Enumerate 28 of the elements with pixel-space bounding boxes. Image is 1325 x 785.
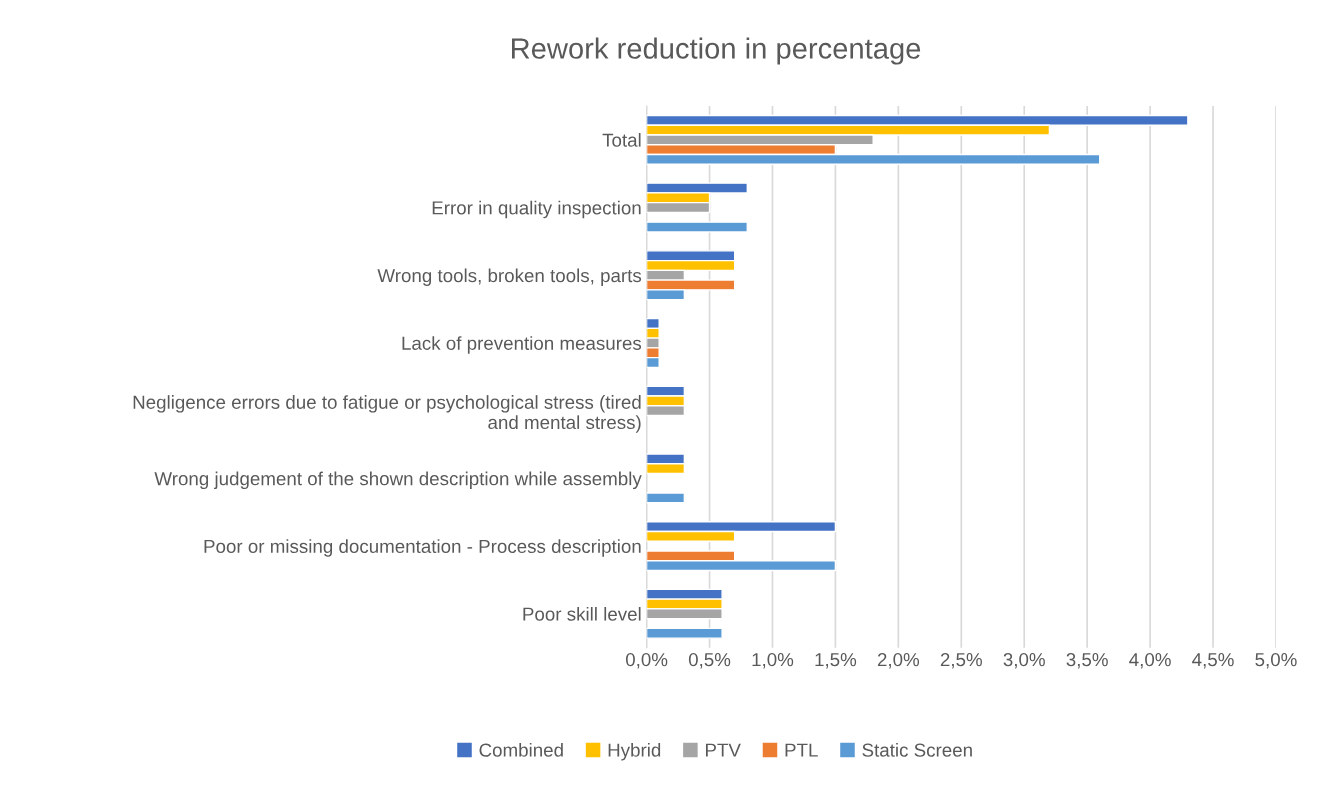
legend-label: Hybrid — [608, 743, 661, 761]
x-tick-label: 4,5% — [1192, 653, 1234, 669]
x-tick-label: 4,0% — [1129, 652, 1171, 669]
bar — [646, 221, 748, 233]
chart-title: Rework reduction in percentage — [512, 37, 921, 65]
x-tick-label: 1,0% — [752, 652, 794, 669]
y-tick-label: Lack of prevention measures — [402, 336, 642, 354]
bar — [646, 492, 686, 504]
x-tick-label: 2,0% — [877, 652, 920, 669]
x-tick-label: 0,0% — [625, 652, 668, 669]
y-tick-label: Poor skill level — [523, 606, 641, 621]
x-tick-label: 5,0% — [1255, 652, 1297, 669]
y-tick-label: Negligence errors due to fatigue or psychological stress (tired and mental stress) — [133, 395, 641, 433]
x-tick-label: 0,5% — [688, 652, 731, 669]
x-tick-label: 1,5% — [815, 653, 857, 669]
x-tick-label: 2,5% — [940, 652, 982, 669]
y-tick-label: Poor or missing documentation - Process description — [204, 539, 641, 557]
y-tick-label: Wrong tools, broken tools, parts — [377, 268, 642, 286]
legend-label: PTL — [785, 743, 818, 757]
legend-label: Static Screen — [862, 743, 972, 757]
y-tick-label: Total — [602, 133, 641, 147]
y-tick-label: Wrong judgement of the shown description while assembly — [154, 471, 642, 490]
x-tick-label: 3,0% — [1003, 652, 1045, 669]
legend-label: PTV — [705, 743, 741, 757]
y-tick-label: Error in quality inspection — [432, 200, 641, 219]
legend-label: Combined — [479, 743, 563, 757]
bar — [646, 627, 723, 639]
x-tick-label: 3,5% — [1066, 652, 1108, 669]
